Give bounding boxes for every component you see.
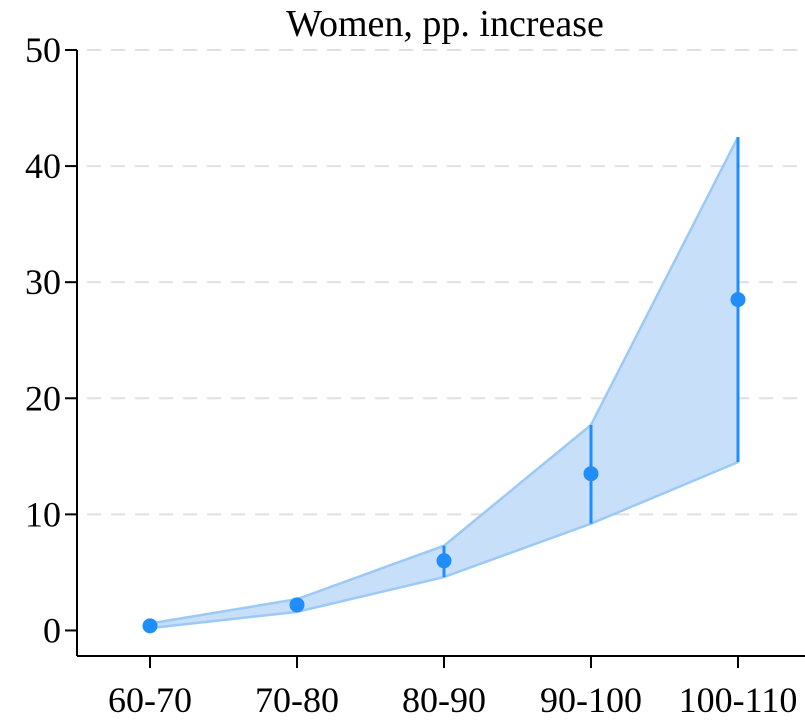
data-points (142, 292, 746, 634)
y-tick-label: 50 (25, 30, 61, 70)
y-tick-label: 30 (25, 262, 61, 302)
chart-title: Women, pp. increase (286, 3, 604, 45)
x-tick-label: 100-110 (679, 680, 798, 720)
data-point (142, 618, 158, 634)
data-point (730, 292, 746, 308)
x-tick-label: 80-90 (402, 680, 486, 720)
x-axis-ticks: 60-70 70-80 80-90 90-100 100-110 (108, 656, 797, 720)
x-tick-label: 60-70 (108, 680, 192, 720)
data-point (583, 466, 599, 482)
y-tick-label: 10 (25, 494, 61, 534)
y-tick-label: 0 (43, 610, 61, 650)
data-point (289, 597, 305, 613)
data-point (436, 553, 452, 569)
x-tick-label: 90-100 (540, 680, 642, 720)
y-tick-label: 40 (25, 146, 61, 186)
axes (76, 50, 805, 657)
x-tick-label: 70-80 (255, 680, 339, 720)
y-tick-label: 20 (25, 378, 61, 418)
y-axis-ticks: 0 10 20 30 40 50 (25, 30, 77, 650)
